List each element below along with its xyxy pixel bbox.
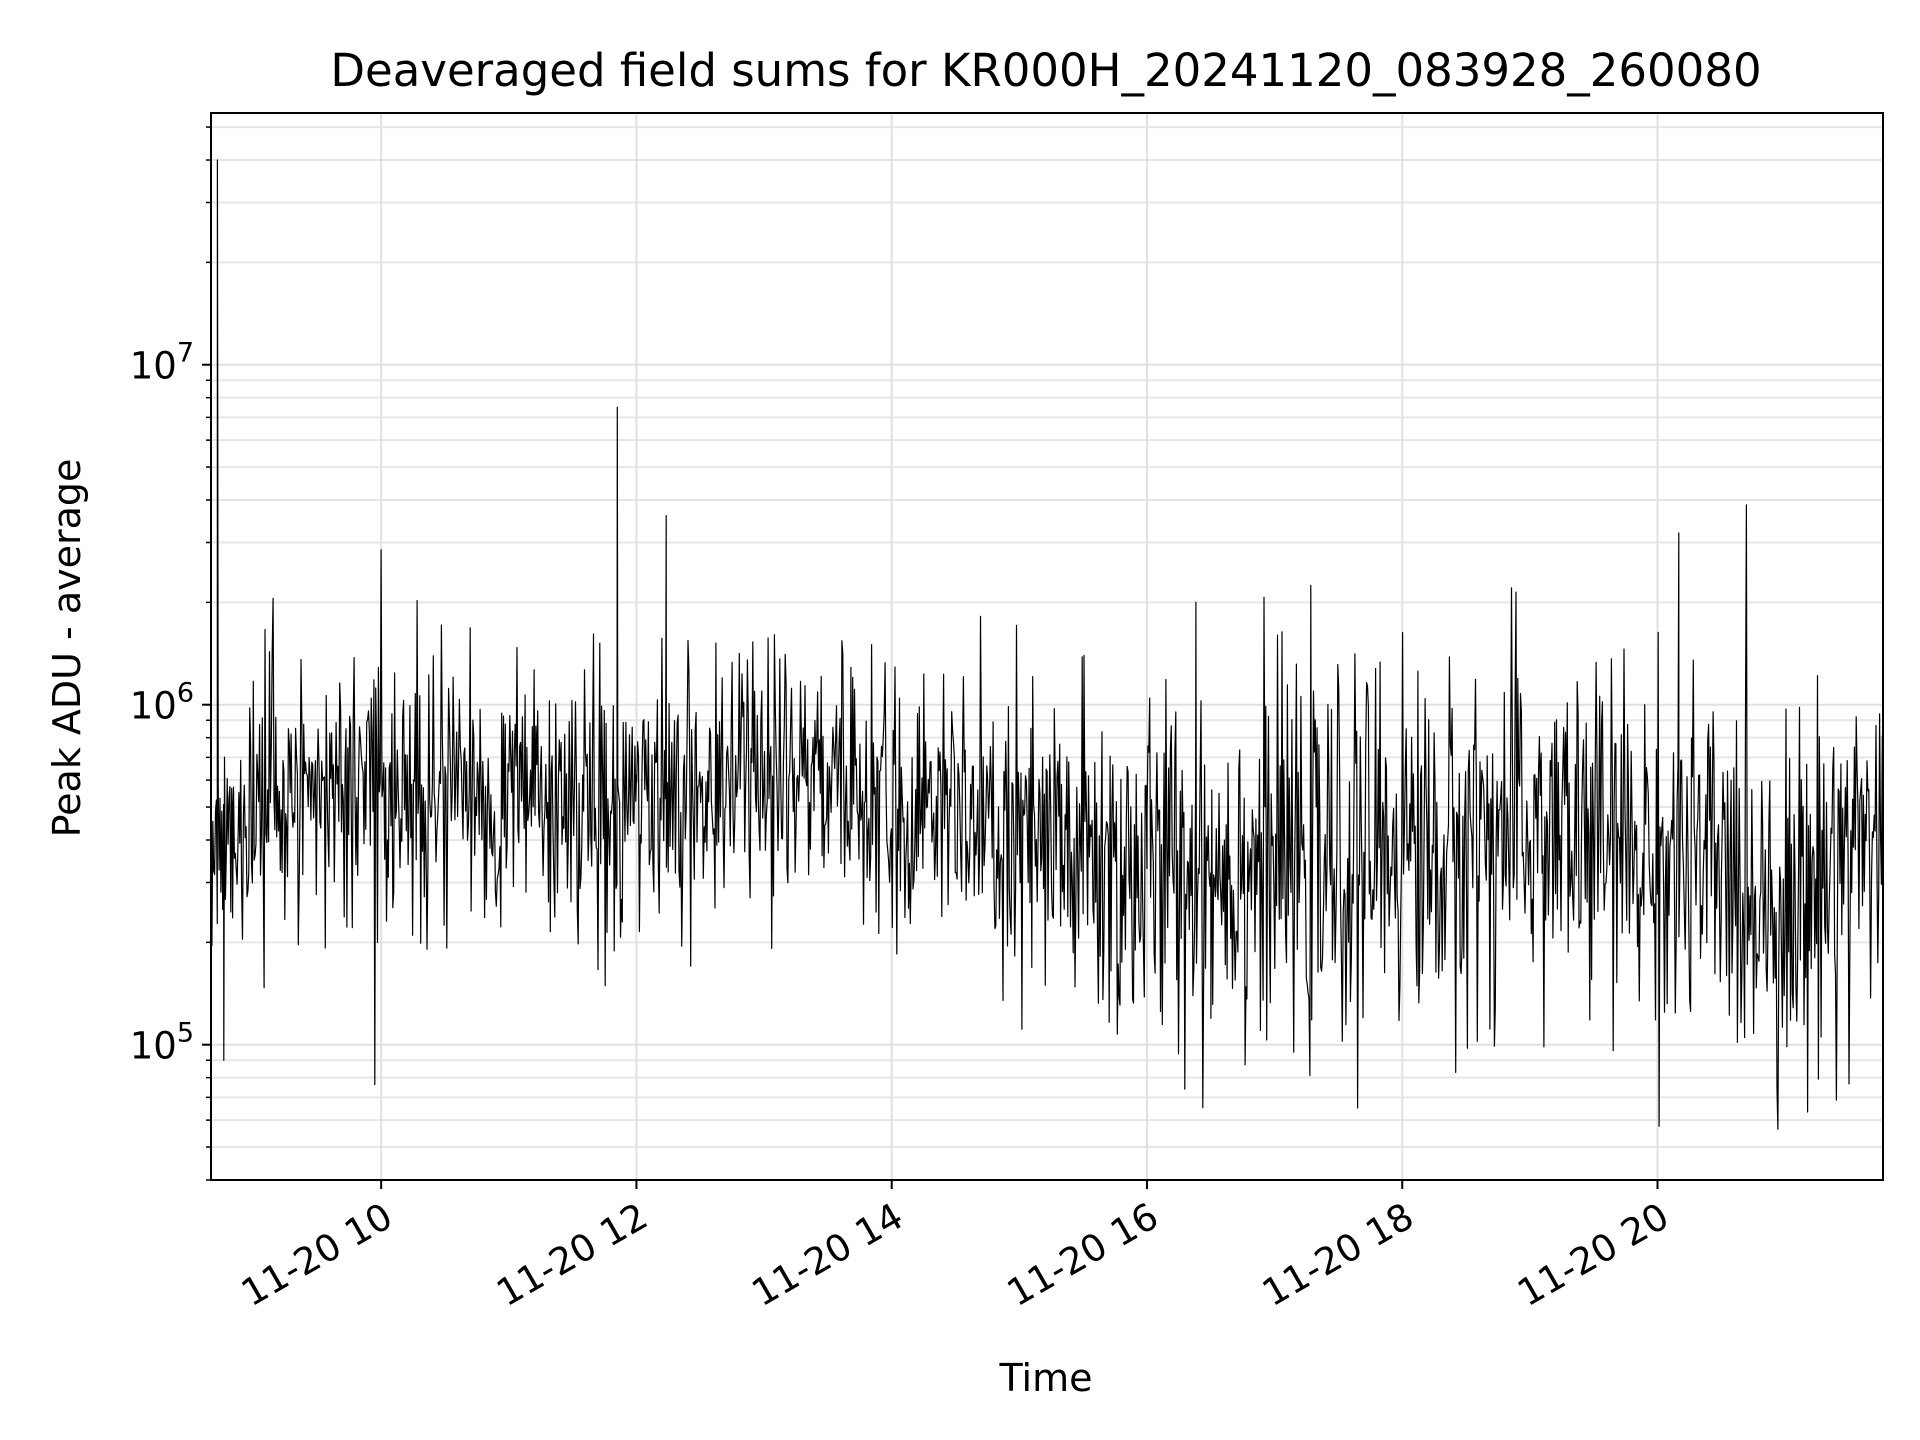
series-line: [210, 159, 1883, 1130]
y-tick-label: 107: [130, 338, 194, 388]
y-tick-label: 105: [130, 1018, 194, 1068]
y-tick-label: 106: [130, 678, 194, 728]
plot-area-frame: [210, 112, 1884, 1181]
series-layer: [210, 159, 1883, 1130]
chart-title: Deaveraged field sums for KR000H_2024112…: [330, 44, 1761, 97]
y-axis-label: Peak ADU - average: [45, 459, 89, 838]
x-axis-label: Time: [999, 1356, 1093, 1400]
